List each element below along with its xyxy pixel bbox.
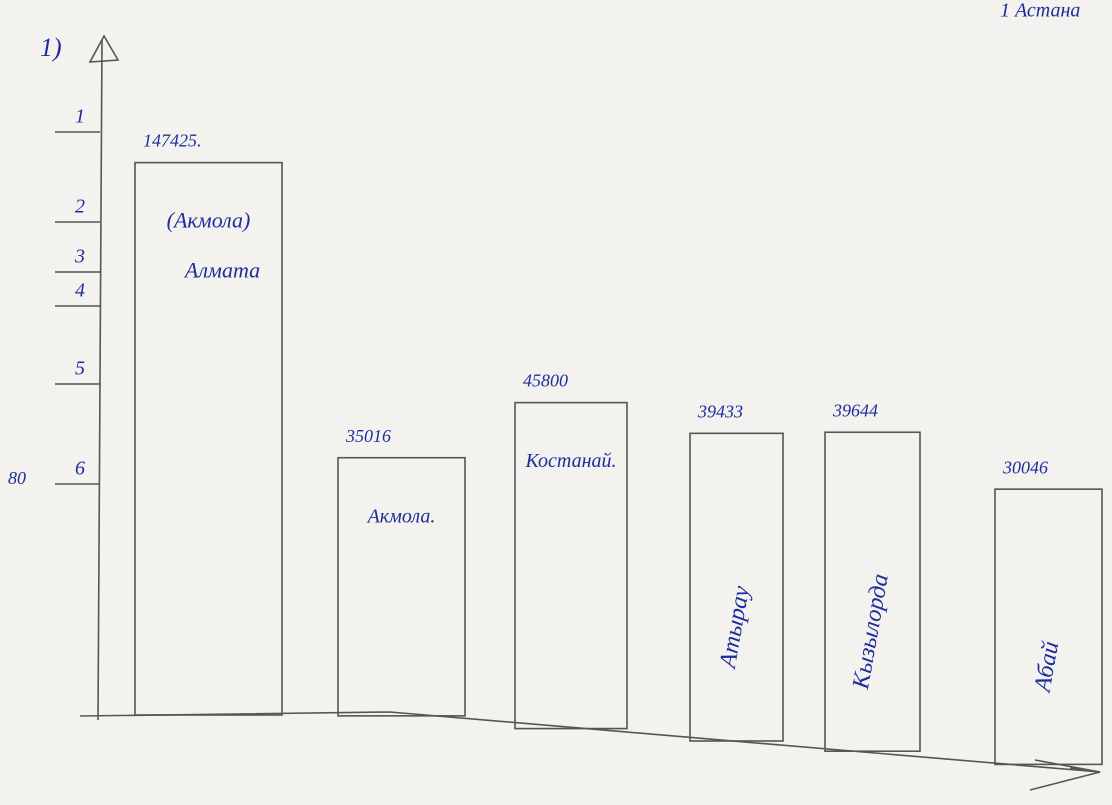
y-arrow — [88, 34, 120, 63]
bar — [337, 456, 466, 717]
note: 1 Астана — [1000, 0, 1080, 22]
y-tick-label: 2 — [75, 196, 85, 218]
category-label: Акмола. — [366, 505, 436, 527]
value-label: 35016 — [345, 426, 391, 446]
value-label: 30046 — [1002, 457, 1048, 477]
value-label: 147425. — [143, 131, 202, 151]
y-tick-label: 3 — [74, 246, 85, 268]
value-label: 39644 — [832, 400, 878, 420]
value-label: 45800 — [523, 371, 568, 391]
y-tick-label: 1 — [75, 106, 85, 128]
bar — [689, 432, 784, 742]
y-tick-label: 4 — [75, 280, 85, 302]
bar — [824, 431, 921, 752]
side-note: 80 — [8, 468, 26, 488]
bar — [134, 161, 283, 716]
bar — [514, 401, 628, 730]
y-axis — [97, 39, 103, 721]
y-tick-label: 5 — [75, 358, 85, 380]
chart-title: 1) — [40, 33, 62, 62]
category-label: Костанай. — [524, 450, 616, 472]
value-label: 39433 — [697, 401, 743, 421]
category-label: (Акмола) Алмата — [167, 208, 260, 283]
y-tick-label: 6 — [75, 458, 85, 480]
bar — [994, 488, 1103, 766]
